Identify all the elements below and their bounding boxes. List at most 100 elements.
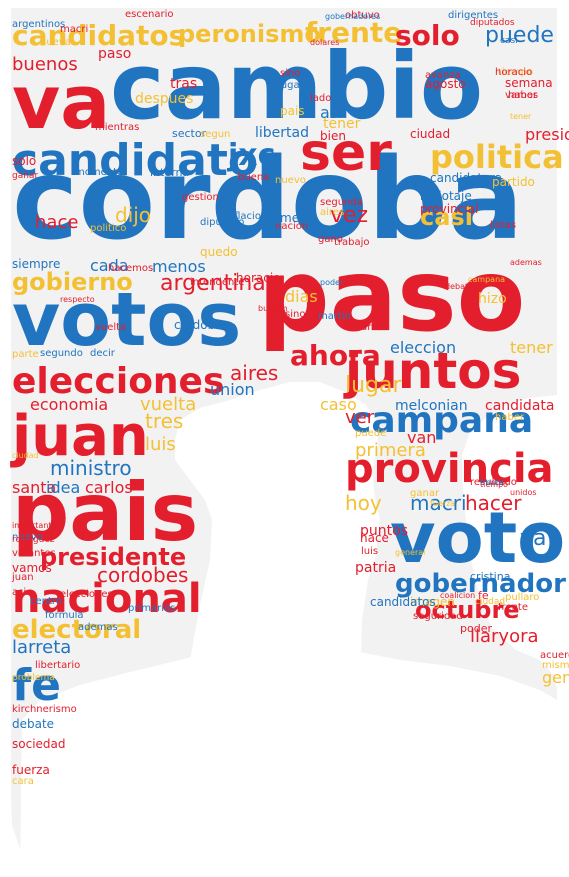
cloud-word: mismo (542, 660, 569, 671)
cloud-word: casi (500, 36, 518, 46)
cloud-word: decir (90, 348, 116, 359)
cloud-word: imagen (410, 595, 455, 609)
cloud-word: ganar (410, 488, 440, 499)
cloud-word: coalicion (440, 591, 475, 600)
cloud-word: nuevo (275, 175, 306, 186)
cloud-word: vuelta (95, 322, 126, 333)
cloud-word: peronismo (178, 20, 321, 48)
cloud-word: respecto (60, 295, 95, 304)
cloud-word: segunda (320, 197, 363, 208)
cloud-word: ganar (12, 171, 38, 181)
cloud-word: buena (238, 172, 269, 183)
cloud-word: despues (135, 91, 193, 107)
cloud-word: argentina (160, 271, 266, 296)
cloud-word: lado (310, 93, 331, 104)
cloud-word: mientras (95, 122, 139, 133)
cloud-word: partido (492, 175, 535, 189)
cloud-word: mauricio (345, 322, 389, 333)
cloud-word: haber (508, 90, 538, 101)
cloud-word: union (210, 380, 255, 399)
cloud-word: ministro (50, 456, 132, 480)
cloud-word: martin (318, 311, 351, 322)
cloud-word: fe (478, 589, 489, 602)
cloud-word: ciudad (475, 597, 505, 607)
cloud-word: nueva (40, 37, 71, 48)
cloud-word: patria (355, 560, 396, 576)
cloud-word: ballotaje (420, 189, 472, 203)
cloud-word: sector (172, 127, 207, 140)
cloud-word: ademas (78, 622, 118, 633)
cloud-word: puede (355, 428, 386, 439)
cloud-word: lugar (278, 80, 305, 91)
cloud-word: llaryora (470, 626, 539, 647)
cloud-word: quedo (200, 245, 238, 259)
cloud-word: debates (445, 282, 477, 291)
cloud-word: juan (11, 572, 34, 583)
cloud-word: sino (285, 309, 305, 320)
cloud-word: horacio (495, 67, 532, 78)
cloud-word: fuerza (12, 763, 50, 777)
cloud-word: idea (46, 478, 80, 497)
cloud-word: unidos (510, 488, 537, 497)
cloud-word: melconian (395, 398, 468, 414)
cloud-word: hace (35, 212, 78, 233)
cloud-word: gobernador (395, 569, 566, 599)
cloud-word: va (520, 526, 547, 551)
cloud-word: siempre (12, 257, 60, 271)
cloud-word: debate (12, 717, 54, 731)
cloud-word: candidatos (12, 19, 185, 52)
cloud-word: va (12, 60, 110, 146)
cloud-word: eleccion (390, 338, 456, 357)
cloud-word: campana (350, 400, 533, 441)
cloud-word: sociedad (12, 737, 66, 751)
cloud-word: lugar (345, 373, 403, 398)
cloud-word: gestion (182, 192, 219, 203)
cloud-word: campana (468, 275, 505, 284)
cloud-word: candidatos (370, 595, 436, 609)
cloud-word: juan (10, 404, 149, 469)
cloud-word: vamos (12, 561, 52, 575)
cloud-word: ciudad (12, 451, 39, 460)
cloud-word: gobernadores (325, 12, 380, 21)
cloud-word: vuelta (140, 394, 196, 415)
cloud-word: segundo (40, 348, 83, 359)
cloud-word: kirchnerismo (12, 704, 77, 715)
cloud-word: pais (12, 466, 198, 559)
cloud-word: escenario (125, 9, 174, 20)
cloud-word: asi (12, 587, 26, 598)
cloud-word: luis (361, 546, 378, 557)
cloud-word: listas (490, 220, 516, 231)
cloud-word: tiempo (498, 67, 533, 78)
cloud-word: presidente (40, 543, 186, 571)
cloud-word: bullrich (258, 304, 288, 313)
cloud-word: vamos (505, 90, 538, 101)
cloud-word: nacion (275, 221, 308, 232)
cloud-word: libertario (35, 660, 80, 671)
cloud-word: gente (542, 668, 569, 687)
cloud-word: puntos (360, 523, 408, 539)
cloud-word: pais (280, 104, 305, 118)
cloud-word: formula (45, 610, 84, 621)
cloud-word: cordoba (174, 318, 223, 332)
cloud-word: avanza (425, 70, 461, 81)
cloud-word: tener (510, 338, 553, 357)
cloud-word: paso (98, 46, 131, 62)
cloud-word: hace (360, 531, 389, 545)
cloud-word: hacemos (108, 263, 153, 274)
cloud-word: solo (395, 19, 460, 52)
cloud-word: elecciones (12, 361, 224, 402)
cloud-word: diputados (470, 18, 515, 28)
cloud-word: juntos (343, 342, 521, 400)
cloud-word: gobierno (12, 268, 133, 296)
cloud-word: aires (320, 207, 344, 218)
cloud-word: hoy (345, 491, 382, 515)
cloud-word: diputado (200, 217, 244, 228)
cloud-word: libertad (255, 125, 309, 141)
cloud-word: ver (345, 407, 375, 428)
shoulder-cutout (20, 648, 557, 877)
cloud-word: poder (460, 622, 492, 635)
cloud-word: vez (330, 203, 368, 228)
cloud-word: economia (30, 395, 108, 414)
cloud-word: trabajo (334, 237, 370, 248)
